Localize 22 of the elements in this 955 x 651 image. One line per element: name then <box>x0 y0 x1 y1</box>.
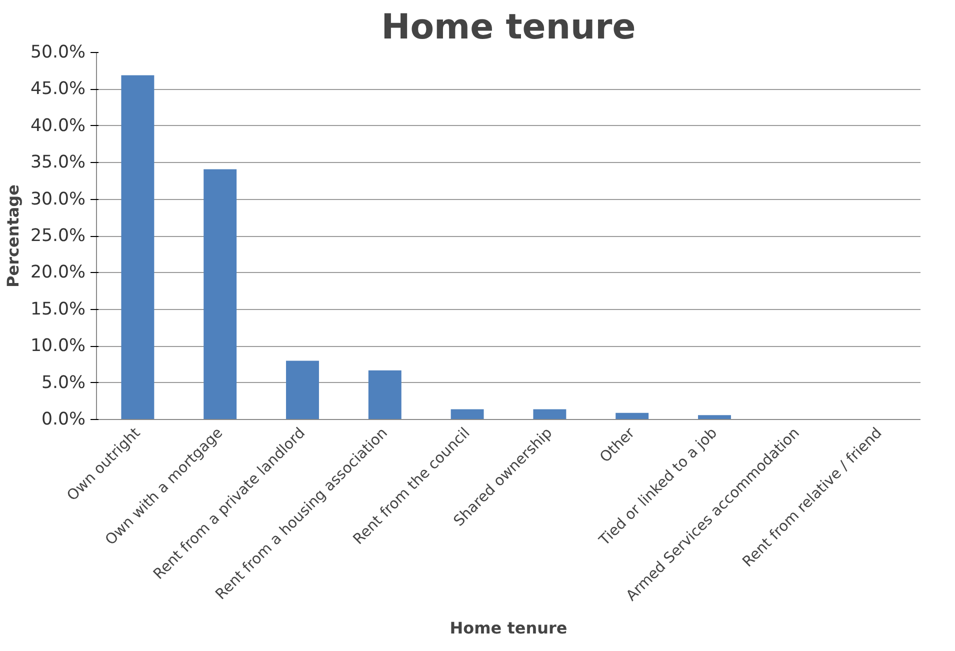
bar <box>368 370 402 420</box>
y-tick-label: 50.0% <box>30 42 86 62</box>
y-tick-label: 25.0% <box>30 226 86 246</box>
y-axis-title: Percentage <box>3 184 22 288</box>
y-tick-label: 30.0% <box>30 189 86 210</box>
x-axis-title: Home tenure <box>450 618 568 638</box>
bar <box>286 360 319 420</box>
bar <box>121 75 154 420</box>
y-tick-label: 15.0% <box>30 299 86 320</box>
bar <box>616 412 649 420</box>
bar <box>533 409 566 420</box>
y-tick-label: 20.0% <box>30 262 86 283</box>
y-tick-label: 35.0% <box>30 152 86 173</box>
bar <box>204 169 237 420</box>
chart-title: Home tenure <box>381 8 636 48</box>
y-tick-label: 0.0% <box>41 410 86 430</box>
y-tick-label: 45.0% <box>30 79 86 100</box>
bar <box>450 409 484 420</box>
y-tick-label: 10.0% <box>30 336 86 356</box>
bar <box>698 415 731 420</box>
y-tick-label: 40.0% <box>30 116 86 136</box>
y-tick-label: 5.0% <box>41 372 86 393</box>
